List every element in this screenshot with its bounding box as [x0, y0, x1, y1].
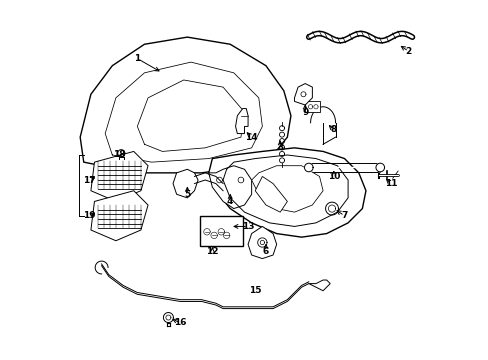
Polygon shape [91, 152, 148, 202]
Polygon shape [294, 84, 312, 105]
Text: 13: 13 [242, 222, 254, 231]
Bar [200, 216, 242, 246]
Text: 11: 11 [384, 179, 396, 188]
Polygon shape [235, 109, 247, 134]
Polygon shape [80, 37, 290, 173]
Polygon shape [255, 176, 287, 212]
Text: 10: 10 [327, 172, 339, 181]
Text: 1: 1 [134, 54, 140, 63]
Polygon shape [91, 191, 148, 241]
Polygon shape [308, 280, 329, 291]
Polygon shape [173, 169, 198, 198]
Text: 7: 7 [341, 211, 347, 220]
Text: 14: 14 [245, 132, 258, 141]
Polygon shape [304, 163, 312, 172]
Text: 2: 2 [405, 47, 411, 56]
Text: 8: 8 [330, 126, 336, 135]
Polygon shape [208, 148, 365, 237]
Text: 6: 6 [262, 247, 268, 256]
Polygon shape [375, 163, 384, 172]
Text: 9: 9 [302, 108, 308, 117]
Text: 17: 17 [82, 176, 95, 185]
Text: 5: 5 [184, 190, 190, 199]
Text: 15: 15 [248, 286, 261, 295]
Text: 4: 4 [226, 197, 233, 206]
Text: 18: 18 [113, 150, 125, 159]
Text: 16: 16 [174, 318, 186, 327]
Polygon shape [251, 166, 323, 212]
Polygon shape [247, 226, 276, 258]
Polygon shape [208, 166, 251, 208]
Text: 3: 3 [277, 143, 283, 152]
Text: 19: 19 [82, 211, 95, 220]
Text: 12: 12 [205, 247, 218, 256]
Polygon shape [305, 102, 319, 112]
